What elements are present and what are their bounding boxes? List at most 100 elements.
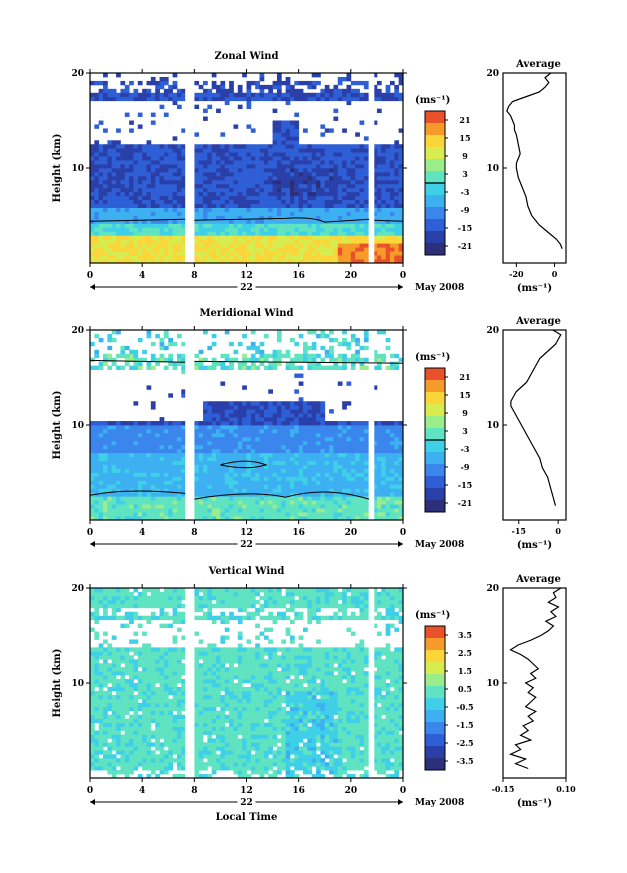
heatmap-cell [285, 243, 291, 248]
heatmap-cell [155, 179, 160, 185]
heatmap-cell [133, 164, 139, 169]
heatmap-cell [307, 187, 313, 193]
heatmap-cell [259, 156, 265, 161]
heatmap-cell [111, 452, 117, 458]
heatmap-cell [398, 144, 404, 149]
heatmap-cell [268, 168, 273, 173]
heatmap-cell [285, 175, 291, 181]
heatmap-cell [276, 440, 282, 446]
heatmap-cell [90, 255, 95, 260]
heatmap-cell [229, 409, 234, 414]
heatmap-cell [150, 476, 156, 481]
heatmap-cell [111, 726, 117, 731]
heatmap-cell [311, 187, 317, 193]
heatmap-cell [259, 413, 265, 418]
heatmap-cell [259, 144, 265, 149]
heatmap-cell [355, 432, 360, 438]
heatmap-cell [289, 243, 295, 248]
heatmap-cell [276, 136, 282, 141]
heatmap-cell [376, 168, 382, 173]
heatmap-cell [376, 425, 382, 430]
heatmap-cell [359, 464, 365, 469]
heatmap-cell [90, 211, 95, 216]
heatmap-cell [133, 448, 139, 454]
heatmap-cell [389, 464, 395, 469]
heatmap-cell [203, 516, 208, 521]
heatmap-cell [337, 476, 343, 481]
heatmap-cell [329, 464, 334, 469]
heatmap-cell [259, 361, 265, 367]
heatmap-cell [263, 203, 269, 208]
heatmap-cell [163, 239, 169, 244]
heatmap-cell [250, 512, 256, 517]
heatmap-cell [333, 247, 339, 252]
heatmap-cell [333, 484, 339, 489]
heatmap-cell [329, 211, 334, 216]
heatmap-cell [159, 235, 165, 240]
heatmap-cell [255, 413, 260, 418]
heatmap-cell [394, 203, 400, 208]
heatmap-cell [307, 199, 313, 205]
heatmap-cell [259, 179, 265, 185]
heatmap-cell [398, 231, 404, 236]
heatmap-cell [333, 448, 339, 454]
heatmap-cell [303, 259, 308, 264]
heatmap-cell [216, 191, 221, 197]
heatmap-cell [385, 456, 391, 462]
heatmap-cell [329, 448, 334, 454]
heatmap-cell [176, 444, 182, 450]
heatmap-cell [90, 203, 95, 208]
heatmap-cell [98, 750, 104, 755]
heatmap-cell [307, 444, 313, 450]
heatmap-cell [316, 231, 321, 236]
heatmap-cell [203, 247, 208, 252]
heatmap-cell [289, 136, 295, 141]
heatmap-cell [303, 207, 308, 212]
heatmap-cell [107, 480, 113, 485]
heatmap-cell [350, 337, 356, 343]
heatmap-cell [159, 164, 165, 169]
heatmap-cell [124, 472, 130, 477]
heatmap-cell [107, 203, 113, 208]
heatmap-cell [133, 168, 139, 173]
heatmap-cell [246, 464, 252, 469]
heatmap-cell [111, 440, 117, 446]
heatmap-cell [129, 480, 134, 485]
heatmap-cell [120, 203, 126, 208]
heatmap-cell [103, 215, 108, 220]
heatmap-cell [329, 251, 334, 256]
heatmap-cell [259, 231, 265, 236]
heatmap-cell [268, 480, 273, 485]
heatmap-cell [94, 223, 100, 228]
heatmap-cell [255, 148, 260, 153]
heatmap-cell [203, 405, 208, 410]
heatmap-cell [250, 128, 256, 133]
heatmap-cell [246, 239, 252, 244]
heatmap-cell [203, 108, 208, 113]
heatmap-cell [120, 179, 126, 185]
heatmap-cell [163, 448, 169, 454]
heatmap-cell [116, 128, 121, 133]
heatmap-cell [194, 171, 200, 177]
heatmap-cell [363, 235, 369, 240]
heatmap-cell [294, 187, 300, 193]
heatmap-cell [94, 647, 100, 652]
heatmap-cell [103, 175, 108, 181]
heatmap-cell [259, 480, 265, 485]
heatmap-cell [298, 405, 304, 410]
heatmap-cell [350, 243, 356, 248]
heatmap-cell [216, 84, 221, 90]
heatmap-cell [98, 179, 104, 185]
heatmap-cell [229, 444, 234, 450]
heatmap-cell [120, 428, 126, 434]
heatmap-cell [120, 468, 126, 473]
heatmap-cell [107, 690, 113, 696]
heatmap-cell [394, 215, 400, 220]
heatmap-cell [107, 468, 113, 473]
heatmap-cell [272, 207, 278, 212]
heatmap-cell [342, 148, 347, 153]
colorbar-swatch [425, 392, 445, 405]
heatmap-cell [233, 231, 239, 236]
heatmap-cell [181, 444, 187, 450]
